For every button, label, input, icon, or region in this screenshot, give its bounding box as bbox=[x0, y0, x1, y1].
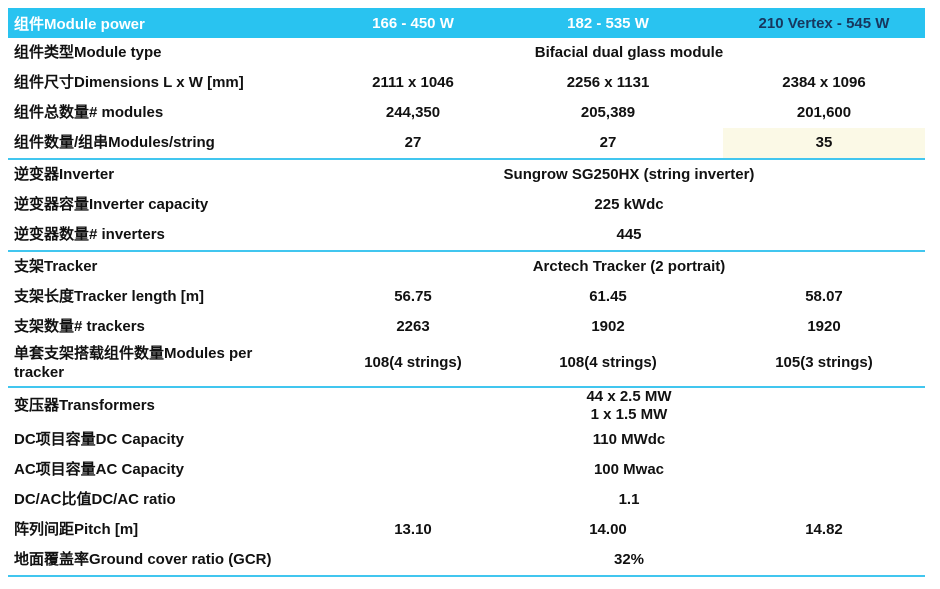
spec-row: DC项目容量DC Capacity 110 MWdc bbox=[8, 425, 925, 455]
row-label: 地面覆盖率Ground cover ratio (GCR) bbox=[14, 550, 272, 568]
row-label: 阵列间距Pitch [m] bbox=[14, 520, 139, 538]
value-cell-span: 110 MWdc bbox=[592, 430, 666, 448]
spec-row: AC项目容量AC Capacity 100 Mwac bbox=[8, 455, 925, 485]
row-label: 逆变器Inverter bbox=[14, 165, 115, 183]
value-cell-span: Sungrow SG250HX (string inverter) bbox=[503, 165, 755, 183]
spec-row: 组件类型Module type Bifacial dual glass modul… bbox=[8, 38, 925, 68]
spec-row: 逆变器容量Inverter capacity 225 kWdc bbox=[8, 190, 925, 220]
spec-row: 组件数量/组串Modules/string 27 27 35 bbox=[8, 128, 925, 160]
row-label: DC/AC比值DC/AC ratio bbox=[14, 490, 176, 508]
header-col-166-450w: 166 - 450 W bbox=[372, 14, 454, 32]
value-cell: 1920 bbox=[807, 317, 841, 335]
value-line: 44 x 2.5 MW bbox=[586, 387, 672, 405]
value-cell: 27 bbox=[599, 133, 617, 151]
row-label: 支架数量# trackers bbox=[14, 317, 145, 335]
value-cell-span: 445 bbox=[616, 225, 642, 243]
pv-spec-table: 组件Module power 166 - 450 W 182 - 535 W 2… bbox=[8, 8, 925, 577]
spec-row: 组件尺寸Dimensions L x W [mm] 2111 x 1046 2256… bbox=[8, 68, 925, 98]
spec-row: 地面覆盖率Ground cover ratio (GCR) 32% bbox=[8, 545, 925, 577]
value-cell: 2256 x 1131 bbox=[566, 73, 650, 91]
value-cell: 27 bbox=[404, 133, 422, 151]
value-cell: 1902 bbox=[591, 317, 625, 335]
spec-row: 支架Tracker Arctech Tracker (2 portrait) bbox=[8, 252, 925, 282]
value-cell: 56.75 bbox=[394, 287, 432, 305]
row-label: 支架Tracker bbox=[14, 257, 98, 275]
row-label: DC项目容量DC Capacity bbox=[14, 430, 185, 448]
value-cell: 58.07 bbox=[805, 287, 843, 305]
value-cell: 205,389 bbox=[580, 103, 636, 121]
row-label: AC项目容量AC Capacity bbox=[14, 460, 185, 478]
spec-row: 支架数量# trackers 2263 1902 1920 bbox=[8, 312, 925, 342]
row-label: 变压器Transformers bbox=[14, 396, 155, 414]
row-label: 逆变器容量Inverter capacity bbox=[14, 195, 209, 213]
row-label: 组件尺寸Dimensions L x W [mm] bbox=[14, 73, 244, 91]
value-cell-span: 32% bbox=[613, 550, 645, 568]
value-cell-span: Bifacial dual glass module bbox=[534, 43, 724, 61]
table-header-row: 组件Module power 166 - 450 W 182 - 535 W 2… bbox=[8, 8, 925, 38]
value-cell: 2384 x 1096 bbox=[782, 73, 866, 91]
value-cell: 61.45 bbox=[589, 287, 627, 305]
value-cell-span: 100 Mwac bbox=[593, 460, 665, 478]
spec-row: 逆变器Inverter Sungrow SG250HX (string inver… bbox=[8, 160, 925, 190]
header-col-182-535w: 182 - 535 W bbox=[567, 14, 649, 32]
value-cell: 2111 x 1046 bbox=[372, 73, 454, 91]
spec-row: 支架长度Tracker length [m] 56.75 61.45 58.07 bbox=[8, 282, 925, 312]
table-rows: 组件类型Module type Bifacial dual glass modul… bbox=[8, 38, 925, 577]
row-label: 单套支架搭载组件数量Modules per tracker bbox=[14, 345, 253, 381]
row-label: 组件数量/组串Modules/string bbox=[14, 133, 215, 151]
row-label: 组件总数量# modules bbox=[14, 103, 164, 121]
value-cell-span: 1.1 bbox=[618, 490, 640, 508]
value-cell: 108(4 strings) bbox=[364, 354, 462, 372]
value-cell: 105(3 strings) bbox=[775, 354, 873, 372]
header-col-210-vertex-545w: 210 Vertex - 545 W bbox=[758, 14, 890, 32]
value-cell-span: Arctech Tracker (2 portrait) bbox=[532, 257, 726, 275]
value-cell: 108(4 strings) bbox=[559, 354, 657, 372]
value-cell: 2263 bbox=[396, 317, 430, 335]
value-cell-span: 44 x 2.5 MW 1 x 1.5 MW bbox=[333, 388, 925, 426]
spec-row: 变压器Transformers 44 x 2.5 MW 1 x 1.5 MW bbox=[8, 388, 925, 426]
value-cell-span: 225 kWdc bbox=[594, 195, 664, 213]
spec-row: 组件总数量# modules 244,350 205,389 201,600 bbox=[8, 98, 925, 128]
spec-row: 阵列间距Pitch [m] 13.10 14.00 14.82 bbox=[8, 515, 925, 545]
value-cell: 244,350 bbox=[385, 103, 441, 121]
value-cell: 201,600 bbox=[796, 103, 852, 121]
value-line: 1 x 1.5 MW bbox=[590, 406, 668, 424]
value-cell: 14.00 bbox=[589, 520, 627, 538]
row-label: 支架长度Tracker length [m] bbox=[14, 287, 205, 305]
spec-row: 逆变器数量# inverters 445 bbox=[8, 220, 925, 252]
spec-row: 单套支架搭载组件数量Modules per tracker 108(4 strin… bbox=[8, 342, 925, 388]
spec-row: DC/AC比值DC/AC ratio 1.1 bbox=[8, 485, 925, 515]
value-cell: 35 bbox=[723, 128, 925, 158]
value-cell: 13.10 bbox=[394, 520, 432, 538]
row-label: 逆变器数量# inverters bbox=[14, 225, 165, 243]
row-label: 组件类型Module type bbox=[14, 43, 162, 61]
header-label: 组件Module power bbox=[14, 15, 145, 33]
value-cell: 14.82 bbox=[805, 520, 843, 538]
